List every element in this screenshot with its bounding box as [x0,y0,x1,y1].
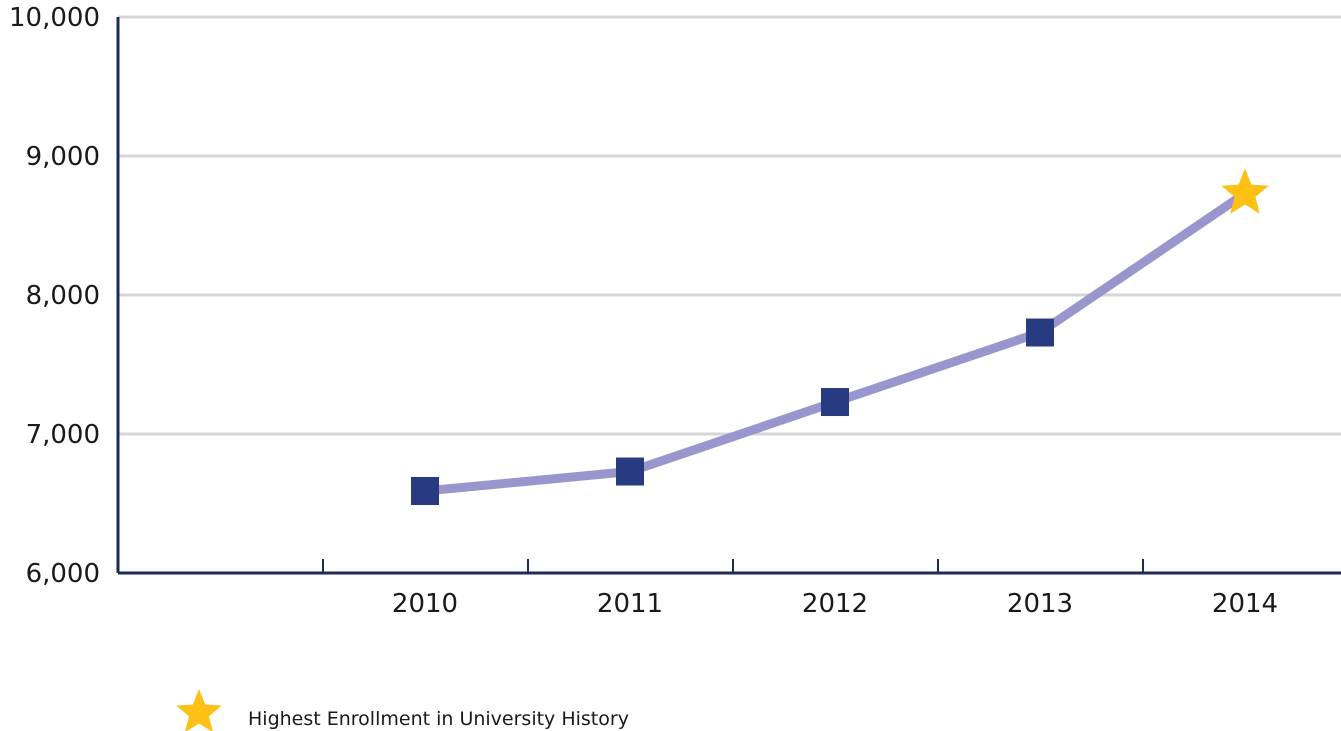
y-tick-label-0: 6,000 [26,559,100,589]
data-point-2010 [411,476,439,505]
x-tick-label-2014: 2014 [1212,589,1278,619]
legend-label: Highest Enrollment in University History [248,708,629,730]
legend: Highest Enrollment in University History [176,689,629,731]
x-tick-label-2011: 2011 [597,589,663,619]
data-point-2011 [616,457,644,486]
x-axis-ticks: 2010 2011 2012 2013 2014 [322,559,1278,619]
x-tick-label-2012: 2012 [802,589,868,619]
data-point-2013 [1026,318,1054,347]
data-point-star-2014 [1221,168,1269,214]
y-tick-label-2: 8,000 [26,281,100,311]
data-point-2012 [821,388,849,417]
grid-lines [118,15,1341,436]
x-tick-label-2013: 2013 [1007,589,1073,619]
y-axis-ticks: 6,000 7,000 8,000 9,000 10,000 [9,3,100,589]
y-tick-label-4: 10,000 [9,3,100,33]
series-line [420,189,1250,496]
y-tick-label-1: 7,000 [26,420,100,450]
y-tick-label-3: 9,000 [26,142,100,172]
x-tick-label-2010: 2010 [392,589,458,619]
legend-star-icon [176,689,222,731]
series-group [411,168,1269,505]
